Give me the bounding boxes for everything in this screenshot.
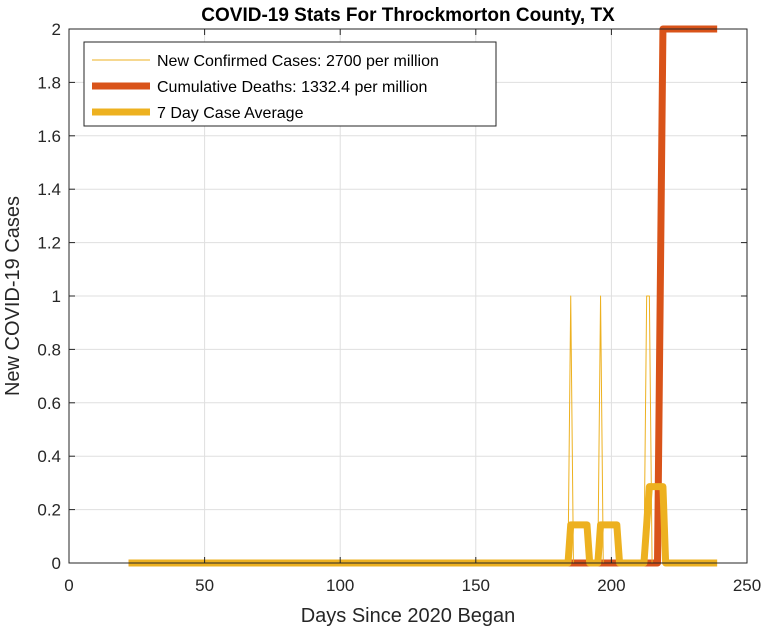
y-tick-label: 0.4: [37, 447, 61, 466]
legend-entry: Cumulative Deaths: 1332.4 per million: [157, 79, 427, 96]
legend-entry: 7 Day Case Average: [157, 105, 304, 122]
y-tick-label: 1.6: [37, 127, 61, 146]
x-tick-label: 150: [462, 576, 490, 595]
y-tick-label: 0.2: [37, 501, 61, 520]
series-line-0: [128, 295, 718, 564]
series-line-2: [128, 483, 718, 567]
y-tick-label: 0.8: [37, 340, 61, 359]
y-tick-label: 1.2: [37, 234, 61, 253]
x-tick-label: 0: [64, 576, 73, 595]
y-axis-ticks: 0 0.2 0.4 0.6 0.8 1 1.2 1.4 1.6 1.8 2: [37, 20, 747, 573]
legend-box: [83, 41, 497, 127]
y-tick-label: 0.6: [37, 394, 61, 413]
y-tick-label: 1.8: [37, 73, 61, 92]
x-tick-label: 100: [326, 576, 354, 595]
x-axis-label: Days Since 2020 Began: [301, 605, 516, 627]
x-axis-ticks: 0 50 100 150 200 250: [64, 29, 761, 595]
chart-title: COVID-19 Stats For Throckmorton County, …: [201, 5, 615, 26]
x-tick-label: 50: [195, 576, 214, 595]
x-tick-label: 250: [733, 576, 761, 595]
y-axis-label: New COVID-19 Cases: [2, 196, 24, 396]
y-tick-label: 0: [52, 554, 61, 573]
y-tick-label: 2: [52, 20, 61, 39]
x-tick-label: 200: [597, 576, 625, 595]
y-tick-label: 1.4: [37, 180, 61, 199]
y-tick-label: 1: [52, 287, 61, 306]
legend: New Confirmed Cases: 2700 per million Cum…: [83, 41, 497, 127]
legend-entry: New Confirmed Cases: 2700 per million: [157, 53, 439, 70]
